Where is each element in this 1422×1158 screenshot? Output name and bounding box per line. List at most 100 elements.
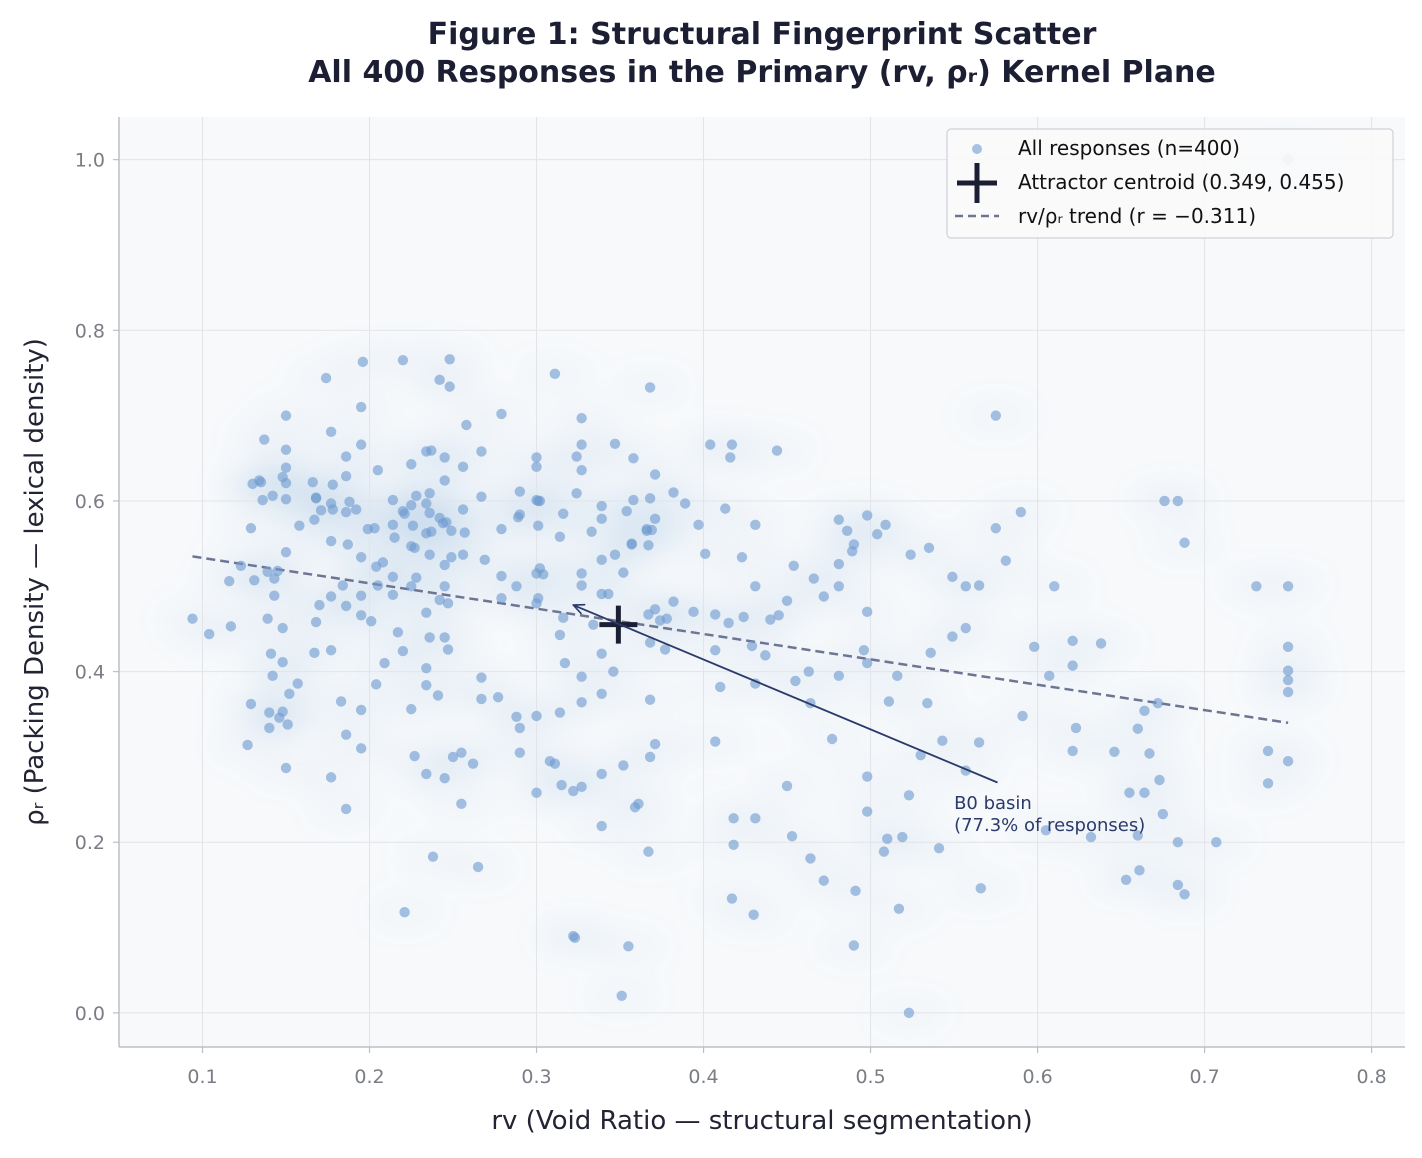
data-point — [1132, 723, 1143, 734]
data-point — [407, 520, 419, 531]
data-point — [280, 477, 292, 489]
data-point — [608, 666, 619, 677]
data-point — [424, 488, 435, 499]
data-point — [1095, 638, 1107, 649]
legend-entry-trend: rv/ρᵣ trend (r = −0.311) — [1018, 204, 1256, 228]
data-point — [576, 697, 587, 708]
data-point — [649, 469, 661, 480]
data-point — [294, 520, 305, 531]
data-point — [688, 606, 699, 618]
data-point — [1067, 745, 1078, 757]
data-point — [434, 594, 445, 606]
x-tick-label: 0.7 — [1189, 1066, 1219, 1088]
data-point — [558, 508, 569, 519]
data-point — [760, 650, 771, 661]
data-point — [533, 495, 544, 507]
data-point — [282, 719, 293, 730]
data-point — [277, 657, 288, 668]
data-point — [340, 451, 352, 462]
data-point — [990, 410, 1002, 421]
data-point — [609, 549, 621, 560]
annotation-text: B0 basin — [954, 793, 1032, 814]
data-point — [355, 439, 367, 450]
data-point — [990, 523, 1002, 534]
data-point — [476, 693, 487, 705]
data-point — [897, 831, 908, 843]
data-point — [576, 580, 587, 591]
data-point — [476, 672, 487, 683]
annotation: B0 basin(77.3% of responses) — [573, 605, 1145, 836]
x-tick-label: 0.6 — [1022, 1066, 1052, 1088]
data-point — [554, 629, 566, 641]
data-point — [224, 575, 235, 587]
data-point — [596, 820, 607, 832]
data-point — [700, 548, 711, 560]
data-point — [626, 538, 637, 549]
data-point — [269, 590, 280, 601]
data-point — [649, 738, 661, 750]
data-point — [377, 557, 389, 568]
data-point — [596, 554, 607, 566]
data-point — [569, 932, 581, 943]
data-point — [325, 645, 337, 656]
data-point — [710, 645, 721, 656]
data-point — [325, 772, 337, 783]
data-point — [679, 498, 691, 509]
data-point — [596, 513, 607, 525]
data-point — [628, 453, 639, 464]
data-point — [596, 648, 607, 659]
annotation-text: (77.3% of responses) — [954, 815, 1145, 836]
data-point — [603, 588, 614, 600]
data-point — [284, 688, 295, 699]
data-point — [427, 851, 439, 862]
data-point — [512, 511, 524, 523]
data-point — [915, 750, 926, 761]
data-point — [280, 494, 292, 505]
data-point — [1017, 710, 1028, 722]
data-point — [571, 488, 582, 499]
data-point — [459, 527, 470, 538]
data-point — [264, 707, 275, 718]
data-point — [1144, 748, 1155, 759]
data-point — [923, 542, 935, 554]
data-point — [444, 354, 455, 365]
data-point — [442, 644, 454, 655]
data-point — [892, 670, 903, 682]
x-tick-label: 0.1 — [187, 1066, 217, 1088]
data-point — [644, 751, 656, 763]
data-point — [805, 853, 816, 864]
data-point — [426, 445, 437, 456]
data-point — [264, 722, 275, 734]
data-point — [456, 747, 467, 758]
data-point — [350, 504, 362, 515]
data-point — [1282, 581, 1294, 592]
data-point — [621, 505, 632, 517]
x-tick-label: 0.8 — [1356, 1066, 1386, 1088]
data-point — [576, 465, 587, 476]
data-point — [472, 861, 484, 873]
data-point — [1085, 831, 1097, 843]
data-point — [1070, 722, 1082, 734]
data-point — [439, 581, 450, 592]
data-point — [457, 461, 469, 473]
data-point — [531, 452, 542, 463]
data-point — [337, 580, 348, 591]
data-point — [421, 662, 432, 674]
data-point — [531, 461, 542, 473]
data-point — [461, 419, 472, 431]
data-point — [531, 787, 542, 798]
data-point — [633, 798, 644, 810]
data-point — [549, 368, 561, 380]
data-point — [280, 546, 292, 558]
data-point — [616, 990, 627, 1002]
data-point — [1157, 808, 1169, 820]
data-point — [447, 751, 459, 763]
data-point — [643, 540, 654, 551]
y-tick-label: 0.4 — [75, 662, 105, 684]
data-point — [203, 628, 215, 640]
data-point — [467, 758, 479, 769]
data-point — [309, 514, 320, 525]
data-point — [596, 768, 607, 780]
data-point — [387, 519, 399, 531]
